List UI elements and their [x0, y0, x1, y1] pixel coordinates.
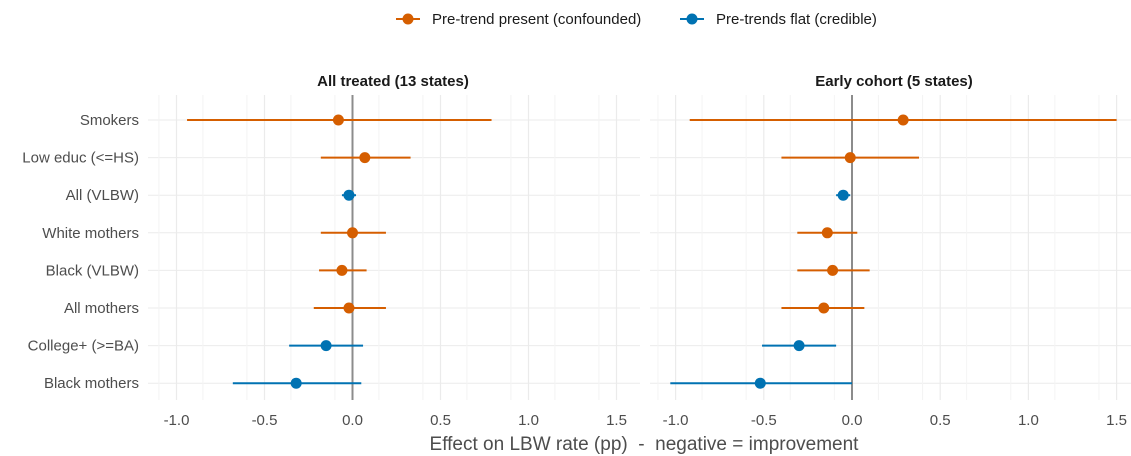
- legend-marker-confounded: [402, 13, 414, 25]
- panel-title-all-treated: All treated (13 states): [317, 73, 469, 90]
- y-tick-label-black-vlbw: Black (VLBW): [46, 262, 139, 279]
- x-tick-label: 1.5: [1106, 412, 1127, 429]
- x-axis-ticks-early-cohort: -1.0 -0.5 0.0 0.5 1.0 1.5: [663, 412, 1127, 429]
- point-estimate-low-educ-hs: [359, 152, 371, 164]
- legend: Pre-trend present (confounded) Pre-trend…: [396, 11, 877, 28]
- panel-title-early-cohort: Early cohort (5 states): [815, 73, 973, 90]
- x-tick-label: -1.0: [164, 412, 190, 429]
- y-tick-label-white-mothers: White mothers: [42, 225, 139, 242]
- point-estimate-all-mothers: [343, 302, 355, 314]
- y-tick-label-smokers: Smokers: [80, 112, 139, 129]
- point-estimate-college-ba: [320, 340, 332, 352]
- point-estimate-all-vlbw: [343, 189, 355, 201]
- y-tick-label-black-mothers: Black mothers: [44, 375, 139, 392]
- point-estimate-smokers: [897, 114, 909, 126]
- point-estimate-white-mothers: [347, 227, 358, 239]
- legend-label-confounded: Pre-trend present (confounded): [432, 11, 641, 28]
- point-estimate-all-vlbw: [837, 189, 849, 201]
- x-tick-label: 0.0: [842, 412, 863, 429]
- y-tick-label-all-mothers: All mothers: [64, 300, 139, 317]
- x-tick-label: 1.5: [606, 412, 627, 429]
- point-estimate-black-mothers: [754, 377, 766, 389]
- y-axis-labels: Smokers Low educ (<=HS) All (VLBW) White mo…: [22, 112, 139, 392]
- legend-label-credible: Pre-trends flat (credible): [716, 11, 877, 28]
- point-estimate-black-vlbw: [336, 264, 348, 276]
- x-tick-label: 0.0: [342, 412, 363, 429]
- x-axis-ticks-all-treated: -1.0 -0.5 0.0 0.5 1.0 1.5: [164, 412, 627, 429]
- panel-early-cohort: [650, 95, 1131, 400]
- point-estimate-college-ba: [793, 340, 805, 352]
- x-tick-label: -0.5: [751, 412, 777, 429]
- x-tick-label: 1.0: [1018, 412, 1039, 429]
- point-estimate-all-mothers: [818, 302, 830, 314]
- y-tick-label-low-educ-hs: Low educ (<=HS): [22, 150, 139, 167]
- point-estimate-black-vlbw: [827, 264, 839, 276]
- panel-all-treated: [148, 95, 640, 400]
- x-tick-label: 0.5: [930, 412, 951, 429]
- point-estimate-low-educ-hs: [844, 152, 856, 164]
- x-tick-label: -1.0: [663, 412, 689, 429]
- legend-marker-credible: [686, 13, 698, 25]
- point-estimate-white-mothers: [821, 227, 833, 239]
- x-tick-label: -0.5: [252, 412, 278, 429]
- y-tick-label-all-vlbw: All (VLBW): [66, 187, 139, 204]
- x-tick-label: 0.5: [430, 412, 451, 429]
- point-estimate-smokers: [332, 114, 344, 126]
- x-axis-label: Effect on LBW rate (pp) - negative = imp…: [430, 434, 860, 455]
- point-estimate-black-mothers: [290, 377, 302, 389]
- y-tick-label-college-ba: College+ (>=BA): [28, 338, 139, 355]
- x-tick-label: 1.0: [518, 412, 539, 429]
